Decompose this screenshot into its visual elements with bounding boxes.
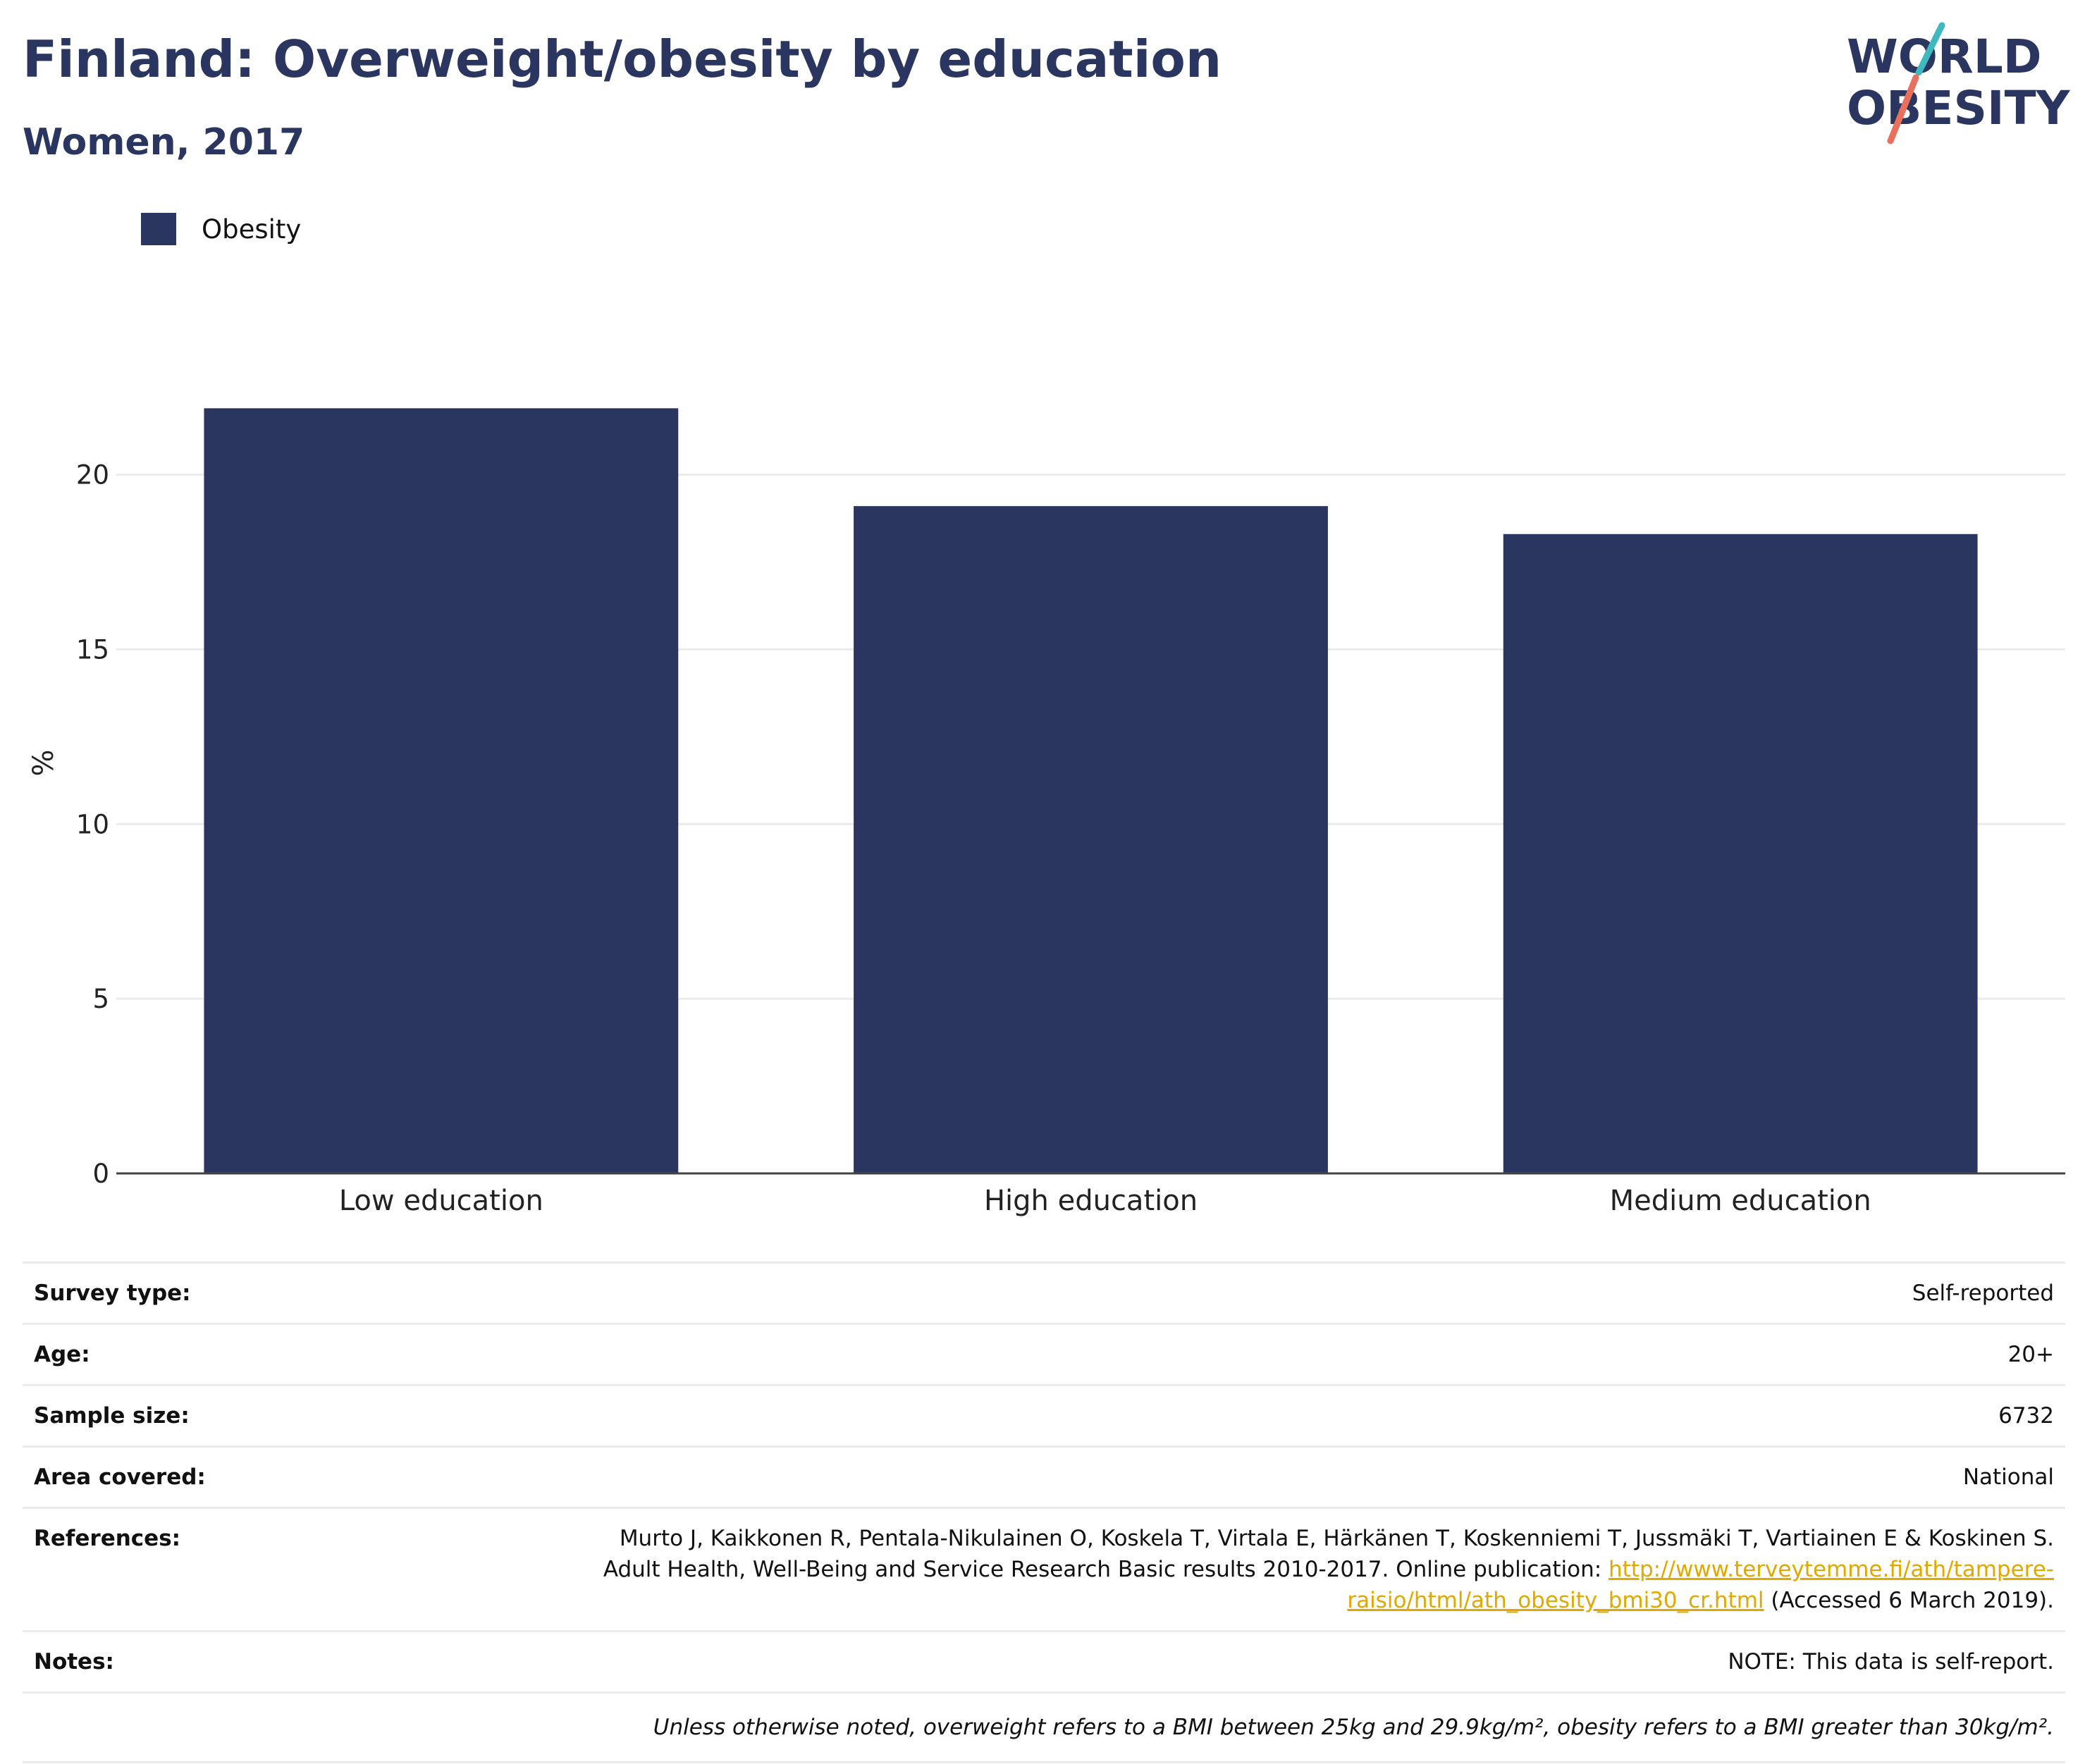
x-tick-label: Medium education — [1610, 1185, 1871, 1217]
reference-link-part1[interactable]: http://www.terveytemme.fi/ath/tampere- — [1609, 1557, 2054, 1582]
y-tick-label: 10 — [76, 809, 109, 839]
chart-legend: Obesity — [141, 211, 301, 247]
x-tick-label: High education — [984, 1185, 1198, 1217]
logo-slash-teal — [1915, 22, 1945, 76]
legend-label-obesity: Obesity — [202, 214, 302, 245]
info-label: Survey type: — [23, 1262, 228, 1324]
info-value: 6732 — [228, 1384, 2065, 1447]
legend-swatch-obesity — [141, 213, 176, 245]
survey-info-table: Survey type: Self-reported Age: 20+ Samp… — [23, 1262, 2065, 1763]
info-value: National — [228, 1445, 2065, 1508]
chart-title: Finland: Overweight/obesity by education — [23, 30, 1222, 89]
info-value: 20+ — [228, 1323, 2065, 1386]
info-row-sample-size: Sample size: 6732 — [23, 1384, 2065, 1447]
y-tick-label: 15 — [76, 634, 109, 665]
bar — [204, 408, 679, 1174]
info-row-area-covered: Area covered: National — [23, 1445, 2065, 1508]
bar — [1503, 533, 1978, 1173]
world-obesity-logo: WORLD OBESITY — [1847, 22, 2071, 144]
info-label: Age: — [23, 1323, 228, 1386]
info-label: Area covered: — [23, 1445, 228, 1508]
info-label: Notes: — [23, 1630, 228, 1693]
info-row-footnote: Unless otherwise noted, overweight refer… — [23, 1691, 2065, 1763]
y-tick-label: 5 — [92, 984, 109, 1014]
y-axis-title: % — [27, 749, 60, 776]
reference-accessed: (Accessed 6 March 2019). — [1764, 1588, 2054, 1613]
info-row-references: References: Murto J, Kaikkonen R, Pental… — [23, 1507, 2065, 1632]
logo-slash-coral — [1887, 74, 1919, 144]
x-tick-label: Low education — [339, 1185, 543, 1217]
chart-subtitle: Women, 2017 — [23, 121, 305, 164]
y-tick-label: 0 — [92, 1159, 109, 1189]
info-label: References: — [23, 1507, 228, 1632]
info-row-notes: Notes: NOTE: This data is self-report. — [23, 1630, 2065, 1693]
info-label: Sample size: — [23, 1384, 228, 1447]
info-value: NOTE: This data is self-report. — [228, 1630, 2065, 1693]
info-value: Self-reported — [228, 1262, 2065, 1324]
reference-authors: Murto J, Kaikkonen R, Pentala-Nikulainen… — [619, 1526, 2054, 1551]
reference-title: Adult Health, Well-Being and Service Res… — [603, 1557, 1609, 1582]
bar — [854, 506, 1328, 1173]
reference-link-part2[interactable]: raisio/html/ath_obesity_bmi30_cr.html — [1347, 1588, 1764, 1613]
bmi-footnote: Unless otherwise noted, overweight refer… — [23, 1691, 2065, 1763]
info-row-survey-type: Survey type: Self-reported — [23, 1262, 2065, 1324]
logo-line2: OBESITY — [1847, 81, 2071, 135]
y-tick-label: 20 — [76, 460, 109, 491]
logo-line1: WORLD — [1847, 30, 2042, 84]
info-row-age: Age: 20+ — [23, 1323, 2065, 1386]
references-value: Murto J, Kaikkonen R, Pentala-Nikulainen… — [228, 1507, 2065, 1632]
bar-chart: 0 5 10 15 20 Low education High education Mediu… — [27, 408, 2065, 1217]
